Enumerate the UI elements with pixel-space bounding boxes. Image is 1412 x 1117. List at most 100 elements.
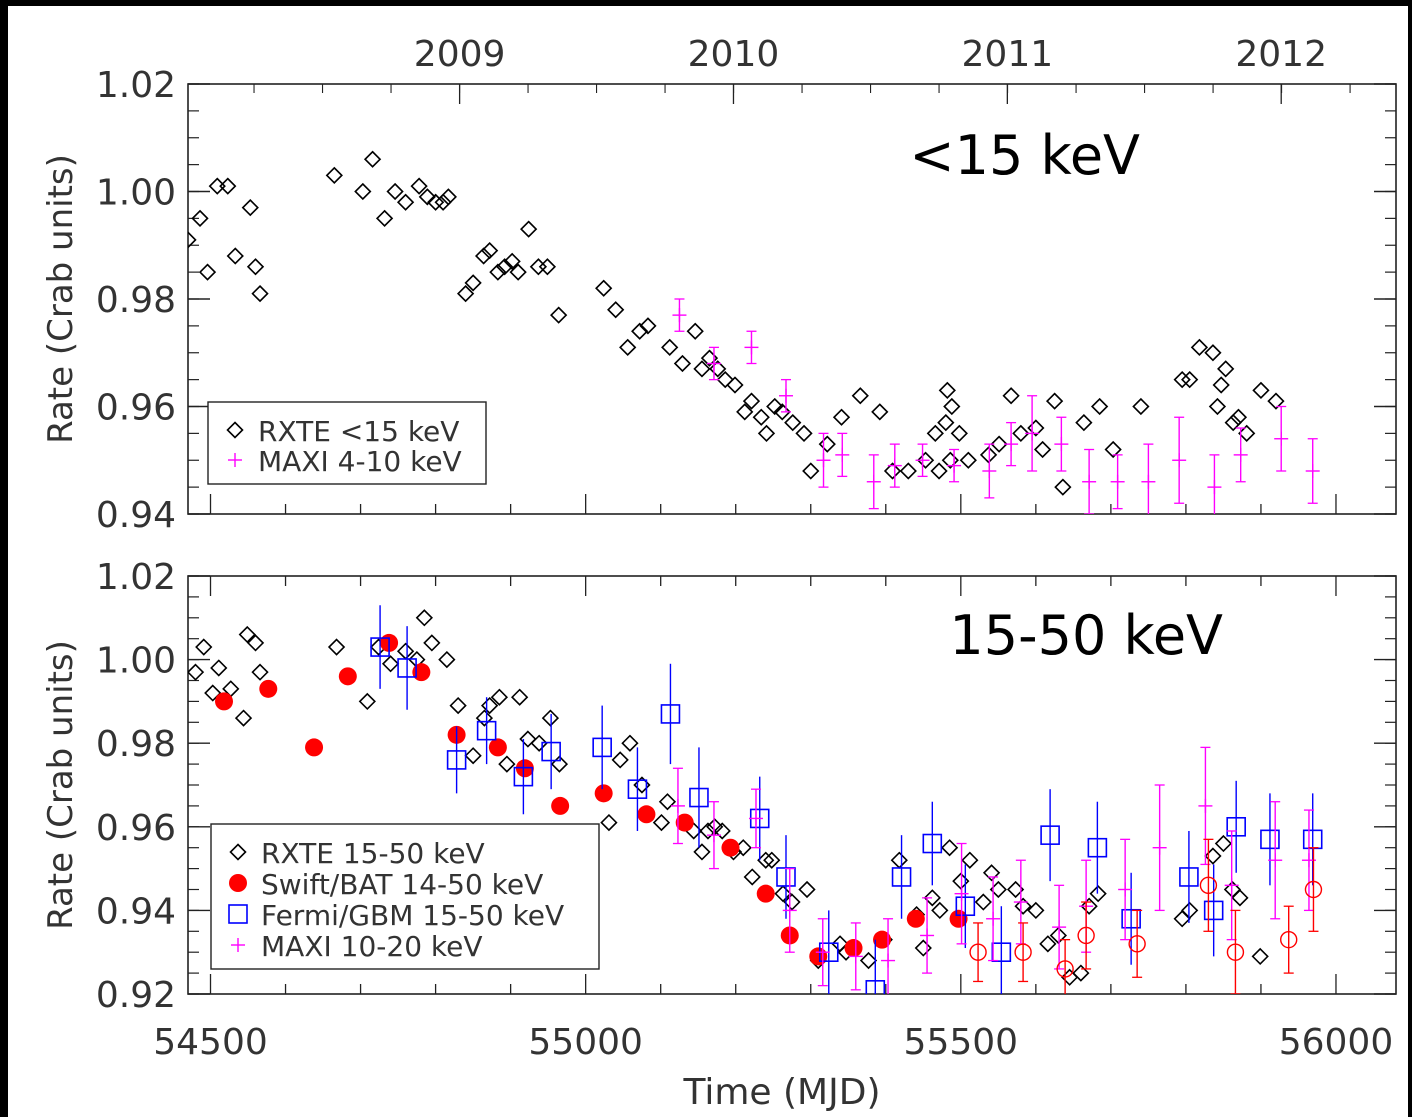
point-rxte-15-50-kev [783,893,801,911]
point-fermi-gbm-15-50-kev [891,867,912,887]
legend-entry-maxi-10-20-kev: MAXI 10-20 keV [261,930,483,963]
point-rxte-15-kev [832,408,851,426]
point-rxte-15-50-kev [511,688,529,706]
point-rxte-15-50-kev [1223,880,1242,899]
point-rxte-15-50-kev [423,634,441,652]
point-maxi-10-20-kev [748,811,763,826]
point-swift-bat-14-50-kev [844,939,863,958]
point-rxte-15-kev [766,397,784,416]
point-swift-bat-14-50-kev [637,805,656,824]
point-rxte-15-kev [509,263,527,281]
point-rxte-15-kev [495,258,514,276]
top-axis-year-label: 2011 [962,34,1054,75]
point-rxte-15-kev [434,193,452,211]
point-maxi-4-10-kev [1082,474,1097,489]
point-maxi-10-20-kev [782,903,797,918]
point-rxte-15-50-kev [519,730,537,748]
point-rxte-15-kev [1238,424,1256,443]
point-fermi-gbm-15-50-kev [627,779,648,799]
panel-0-ytick-label: 1.02 [96,65,176,106]
point-rxte-15-50-kev [327,638,346,656]
panel-1-xtick-label: 54500 [153,1022,268,1063]
point-rxte-15-50-kev [541,709,560,727]
legend-entry-rxte-15-kev: RXTE <15 keV [258,415,459,448]
panel-1-xtick-label: 55500 [904,1022,1019,1063]
point-maxi-10-20-kev [1152,840,1167,855]
point-open-circle [1014,943,1032,961]
point-maxi-10-20-kev [1198,798,1213,813]
panel-0-ytick-label: 0.98 [96,280,176,321]
point-fermi-gbm-15-50-kev [689,787,709,808]
point-rxte-15-kev [619,338,637,357]
legend-marker-swift-bat-14-50-kev [229,874,247,892]
point-rxte-15-kev [198,263,217,281]
point-swift-bat-14-50-kev [675,813,694,832]
point-rxte-15-kev [251,284,269,303]
point-swift-bat-14-50-kev [721,838,740,857]
point-open-circle [1226,943,1245,961]
point-rxte-15-kev [990,435,1008,453]
point-rxte-15-kev [1252,381,1270,400]
point-rxte-15-kev [1012,424,1030,443]
point-fermi-gbm-15-50-kev [446,750,467,770]
point-rxte-15-50-kev [464,747,482,765]
top-axis-year-label: 2012 [1235,34,1327,75]
point-rxte-15-kev [607,301,625,319]
point-rxte-15-kev [757,424,776,443]
point-rxte-15-kev [742,392,761,410]
point-rxte-15-kev [926,424,944,443]
point-swift-bat-14-50-kev [412,663,431,682]
point-fermi-gbm-15-50-kev [922,833,943,854]
legend-marker-rxte-15-50-kev [229,843,247,861]
point-swift-bat-14-50-kev [215,692,234,711]
point-maxi-4-10-kev [706,356,721,371]
point-rxte-15-kev [686,322,704,340]
point-rxte-15-50-kev [743,868,761,886]
point-rxte-15-50-kev [1080,897,1098,915]
point-fermi-gbm-15-50-kev [1121,908,1141,929]
point-maxi-10-20-kev [670,798,685,813]
point-swift-bat-14-50-kev [949,909,968,928]
point-maxi-4-10-kev [1233,447,1248,462]
panel-1-ytick-label: 0.98 [96,724,176,765]
point-rxte-15-50-kev [234,709,253,727]
point-rxte-15-kev [396,193,415,211]
point-maxi-4-10-kev [816,453,831,468]
panel-1-ytick-label: 1.00 [96,641,176,682]
point-fermi-gbm-15-50-kev [1226,816,1246,837]
point-rxte-15-kev [503,252,521,271]
panel-0-ytick-label: 0.94 [96,495,176,536]
panel-0-data [188,150,1320,514]
point-rxte-15-kev [752,408,770,426]
point-rxte-15-kev [726,376,744,394]
point-rxte-15-kev [1204,344,1222,362]
x-axis-label: Time (MJD) [682,1072,880,1113]
legend-entry-fermi-gbm-15-50-kev: Fermi/GBM 15-50 keV [261,899,564,932]
legend-marker-maxi-4-10-kev [228,453,242,467]
point-rxte-15-50-kev [914,939,932,957]
panel-0-ytick-label: 1.00 [96,173,176,214]
point-rxte-15-kev [1132,397,1150,416]
point-maxi-10-20-kev [815,945,830,960]
point-rxte-15-kev [1104,440,1122,459]
point-rxte-15-50-kev [611,751,629,769]
point-rxte-15-50-kev [1251,947,1269,966]
point-rxte-15-kev [943,397,961,416]
point-rxte-15-50-kev [890,851,908,869]
point-rxte-15-kev [1090,397,1109,416]
legend-entry-maxi-4-10-kev: MAXI 4-10 keV [258,445,462,478]
point-swift-bat-14-50-kev [594,784,613,803]
point-fermi-gbm-15-50-kev [991,942,1012,963]
point-rxte-15-50-kev [1072,964,1090,982]
panel-1-data [188,605,1323,994]
point-rxte-15-50-kev [449,696,467,715]
point-fermi-gbm-15-50-kev [513,766,534,787]
point-maxi-4-10-kev [835,447,850,462]
point-rxte-15-kev [191,209,209,228]
point-rxte-15-50-kev [396,642,415,660]
point-rxte-15-50-kev [188,663,205,681]
point-maxi-10-20-kev [954,886,969,901]
point-rxte-15-kev [709,360,727,378]
point-rxte-15-50-kev [210,659,228,677]
point-rxte-15-kev [1054,478,1072,496]
